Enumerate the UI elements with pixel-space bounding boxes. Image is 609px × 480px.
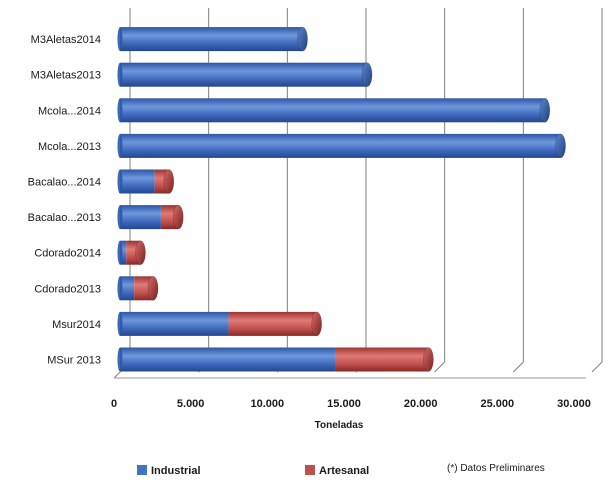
legend-label-artesanal: Artesanal (319, 465, 369, 477)
x-tick-label: 15.000 (327, 398, 361, 410)
bar-start-cap-m3aletas2013 (117, 62, 123, 87)
bar-end-cap-mcola-2013 (555, 133, 566, 159)
x-axis-title: Toneladas (315, 420, 364, 431)
category-label: Cdorado2013 (34, 283, 101, 295)
bar-start-cap-mcola-2014 (117, 98, 123, 123)
bar-industrial-msur-2013 (120, 347, 336, 372)
legend-label-industrial: Industrial (151, 465, 201, 477)
x-tick-label: 20.000 (404, 398, 438, 410)
bar-end-cap-bacalao-2013 (172, 204, 184, 230)
bar-artesanal-cdorado2013 (134, 276, 154, 301)
bar-end-cap-msur2014 (311, 311, 322, 337)
x-axis-ticks: 0 5.000 10.000 15.000 20.000 25.000 30.000 (111, 398, 591, 410)
bar-industrial-mcola-2014 (120, 98, 545, 123)
bar-end-cap-m3aletas2014 (297, 26, 308, 52)
bar-artesanal-msur2014 (228, 311, 317, 336)
bar-start-cap-msur2014 (117, 311, 123, 336)
gridline-depth (512, 361, 524, 373)
bar-end-cap-msur-2013 (423, 347, 434, 372)
bar-industrial-m3aletas2014 (120, 27, 303, 52)
preliminary-data-note: (*) Datos Preliminares (447, 463, 545, 474)
x-tick-label: 10.000 (251, 398, 285, 410)
bar-start-cap-mcola-2013 (117, 133, 123, 158)
gridline-depth (434, 361, 446, 373)
gridline-depth (591, 361, 603, 373)
x-tick-label: 25.000 (481, 398, 515, 410)
category-label: Mcola...2014 (38, 105, 101, 117)
category-label: MSur 2013 (47, 355, 101, 367)
bar-industrial-bacalao-2014 (120, 169, 155, 194)
bar-end-cap-bacalao-2014 (163, 169, 175, 194)
bar-end-cap-m3aletas2013 (361, 62, 373, 87)
bar-start-cap-cdorado2014 (117, 240, 123, 265)
bar-industrial-bacalao-2013 (120, 205, 161, 230)
bar-start-cap-cdorado2013 (117, 276, 123, 301)
category-label: Msur2014 (52, 319, 101, 331)
bar-start-cap-bacalao-2014 (117, 169, 123, 194)
bar-industrial-msur2014 (120, 311, 229, 336)
bar-end-cap-mcola-2014 (539, 98, 551, 123)
x-tick-label: 0 (111, 398, 117, 410)
category-label: Bacalao...2013 (28, 212, 101, 224)
floor-corner (113, 371, 121, 379)
bar-end-cap-cdorado2013 (147, 275, 159, 301)
bar-artesanal-msur-2013 (335, 347, 429, 372)
bar-industrial-mcola-2013 (120, 133, 561, 158)
bar-start-cap-bacalao-2013 (117, 205, 123, 230)
category-label: Mcola...2013 (38, 141, 101, 153)
bar-start-cap-msur-2013 (117, 347, 123, 372)
legend-swatch-artesanal (305, 465, 315, 475)
bar-industrial-cdorado2013 (120, 276, 135, 301)
bar-start-cap-m3aletas2014 (117, 27, 123, 52)
legend-swatch-industrial (137, 465, 147, 475)
category-labels: MSur 2013 Msur2014 Cdorado2013 Cdorado2014 B… (28, 34, 101, 366)
bar-end-cap-cdorado2014 (135, 240, 146, 265)
category-label: Cdorado2014 (34, 248, 101, 260)
bar-industrial-cdorado2014 (120, 240, 127, 265)
category-label: M3Aletas2014 (31, 34, 101, 46)
x-tick-label: 5.000 (177, 398, 205, 410)
category-label: Bacalao...2014 (28, 177, 101, 189)
bar-industrial-m3aletas2013 (120, 62, 368, 87)
legend: Industrial Artesanal (137, 465, 369, 477)
x-tick-label: 30.000 (557, 398, 591, 410)
category-label: M3Aletas2013 (31, 70, 101, 82)
bars (117, 26, 566, 372)
